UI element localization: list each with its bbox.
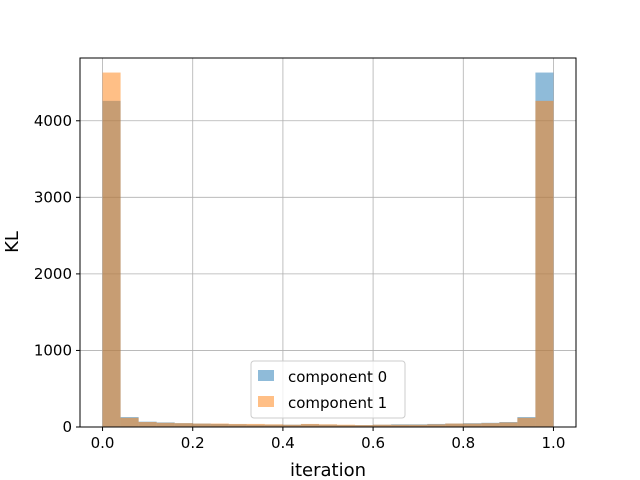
histogram-bar-component-1 bbox=[282, 424, 301, 427]
x-tick-label: 0.8 bbox=[451, 434, 475, 452]
histogram-bar-component-1 bbox=[120, 417, 139, 427]
histogram-bar-component-1 bbox=[337, 424, 356, 427]
legend-label-component-0: component 0 bbox=[288, 368, 387, 386]
histogram-bar-component-1 bbox=[391, 424, 410, 427]
y-tick-label: 1000 bbox=[34, 341, 72, 359]
legend: component 0 component 1 bbox=[250, 360, 406, 419]
x-tick-label: 0.0 bbox=[91, 434, 115, 452]
y-tick-label: 4000 bbox=[34, 112, 72, 130]
histogram-bar-component-1 bbox=[174, 423, 193, 427]
legend-swatch-component-1 bbox=[258, 396, 274, 407]
histogram-bar-component-1 bbox=[409, 424, 428, 427]
legend-swatch-component-0 bbox=[258, 370, 274, 381]
histogram-bar-component-1 bbox=[300, 423, 319, 427]
histogram-bar-component-1 bbox=[427, 424, 446, 427]
histogram-bar-component-1 bbox=[246, 423, 265, 427]
y-tick-label: 0 bbox=[62, 418, 72, 436]
x-tick-label: 1.0 bbox=[542, 434, 566, 452]
histogram-bars bbox=[102, 72, 554, 427]
y-tick-label: 3000 bbox=[34, 188, 72, 206]
histogram-bar-component-1 bbox=[192, 423, 211, 427]
histogram-bar-component-1 bbox=[102, 72, 121, 427]
histogram-bar-component-1 bbox=[445, 423, 464, 427]
histogram-bar-component-1 bbox=[138, 422, 157, 427]
histogram-bar-component-1 bbox=[228, 423, 247, 427]
x-tick-label: 0.2 bbox=[181, 434, 205, 452]
x-tick-label: 0.4 bbox=[271, 434, 295, 452]
histogram-bar-component-1 bbox=[535, 100, 554, 427]
y-axis-label: KL bbox=[2, 231, 23, 253]
histogram-bar-component-1 bbox=[517, 417, 536, 427]
histogram-bar-component-1 bbox=[264, 424, 283, 427]
histogram-bar-component-1 bbox=[355, 425, 374, 427]
histogram-bar-component-1 bbox=[318, 424, 338, 427]
axis-ticks: 0.0 0.2 0.4 0.6 0.8 1.0 0 1000 2000 3000 4000 bbox=[34, 112, 566, 452]
legend-label-component-1: component 1 bbox=[288, 394, 387, 412]
x-axis-label: iteration bbox=[290, 460, 366, 480]
histogram-bar-component-1 bbox=[373, 424, 392, 427]
histogram-bar-component-1 bbox=[210, 423, 229, 427]
x-tick-label: 0.6 bbox=[361, 434, 385, 452]
grid-lines bbox=[80, 58, 576, 428]
histogram-bar-component-1 bbox=[156, 422, 175, 427]
legend-box bbox=[250, 360, 406, 419]
histogram-bar-component-1 bbox=[481, 423, 500, 427]
plot-area-frame bbox=[79, 57, 577, 428]
y-tick-label: 2000 bbox=[34, 265, 72, 283]
histogram-bar-component-1 bbox=[499, 422, 518, 427]
histogram-bar-component-1 bbox=[463, 423, 482, 427]
